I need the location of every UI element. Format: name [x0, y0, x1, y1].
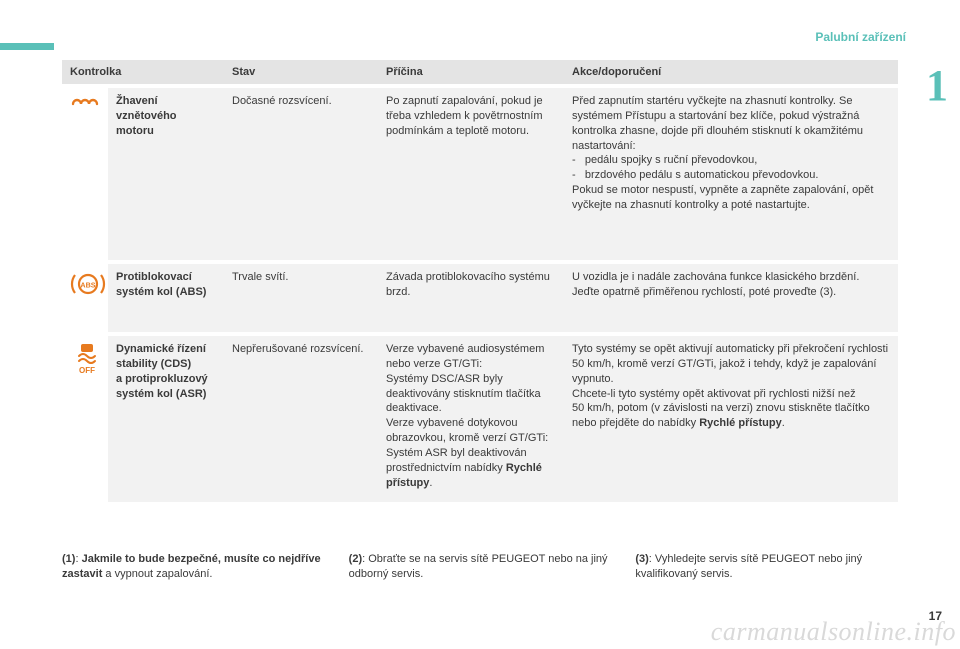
indicator-cause: Verze vybavené audiosystémem nebo verze … [378, 334, 564, 504]
indicator-cause: Závada protiblokovacího systému brzd. [378, 262, 564, 334]
svg-text:ABS: ABS [80, 281, 95, 290]
th-action: Akce/doporučení [564, 60, 898, 86]
indicator-name: Protiblokovací systém kol (ABS) [108, 262, 224, 334]
chapter-number: 1 [926, 60, 948, 111]
table-row: Žhavení vznětového motoruDočasné rozsvíc… [62, 86, 898, 262]
th-cause: Příčina [378, 60, 564, 86]
icon-cell: OFF [62, 334, 108, 504]
table-row: ABS Protiblokovací systém kol (ABS)Trval… [62, 262, 898, 334]
indicator-state: Trvale svítí. [224, 262, 378, 334]
svg-text:OFF: OFF [79, 366, 95, 375]
abs-icon: ABS [70, 270, 100, 298]
indicator-state: Nepřerušované rozsvícení. [224, 334, 378, 504]
indicator-action: Tyto systémy se opět aktivují automatick… [564, 334, 898, 504]
cds-asr-icon: OFF [70, 342, 100, 376]
page-content: Kontrolka Stav Příčina Akce/doporučení Ž… [62, 60, 898, 506]
footnote: (1): Jakmile to bude bezpečné, musíte co… [62, 552, 325, 582]
footnote: (2): Obraťte se na servis sítě PEUGEOT n… [349, 552, 612, 582]
table-body: Žhavení vznětového motoruDočasné rozsvíc… [62, 86, 898, 504]
footnotes: (1): Jakmile to bude bezpečné, musíte co… [62, 552, 898, 582]
indicator-state: Dočasné rozsvícení. [224, 86, 378, 262]
glow-plug-icon [70, 94, 100, 114]
indicator-name: Žhavení vznětového motoru [108, 86, 224, 262]
th-indicator: Kontrolka [62, 60, 224, 86]
indicator-action: U vozidla je i nadále zachována funkce k… [564, 262, 898, 334]
watermark: carmanualsonline.info [711, 617, 956, 647]
indicator-name: Dynamické řízení stability (CDS) a proti… [108, 334, 224, 504]
icon-cell [62, 86, 108, 262]
top-accent-bar [0, 43, 54, 50]
icon-cell: ABS [62, 262, 108, 334]
section-title: Palubní zařízení [815, 30, 906, 44]
table-row: OFF Dynamické řízení stability (CDS) a p… [62, 334, 898, 504]
indicator-cause: Po zapnutí zapalování, pokud je třeba vz… [378, 86, 564, 262]
indicator-action: Před zapnutím startéru vyčkejte na zhasn… [564, 86, 898, 262]
th-state: Stav [224, 60, 378, 86]
footnote: (3): Vyhledejte servis sítě PEUGEOT nebo… [635, 552, 898, 582]
indicator-table: Kontrolka Stav Příčina Akce/doporučení Ž… [62, 60, 898, 506]
